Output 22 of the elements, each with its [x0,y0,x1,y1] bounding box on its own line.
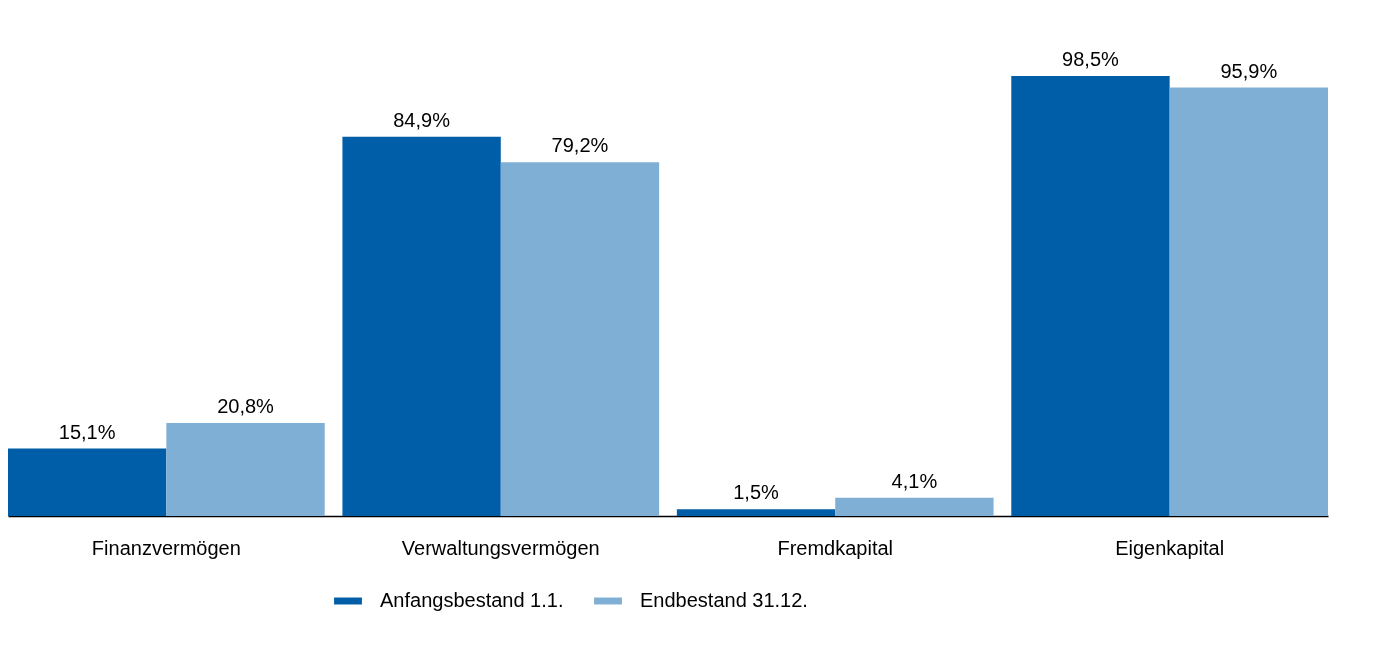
data-label: 84,9% [393,108,451,131]
bar [835,497,994,516]
x-tick-label: Verwaltungsvermögen [401,536,600,559]
data-label: 98,5% [1062,48,1120,70]
x-tick-label: Eigenkapital [1115,536,1225,559]
legend-label: Endbestand 31.12. [640,589,808,611]
x-tick-label: Fremdkapital [777,536,894,559]
data-label: 4,1% [891,469,938,492]
legend-label: Anfangsbestand 1.1. [380,589,564,611]
x-tick-label: Finanzvermögen [91,536,241,559]
bar [8,448,167,516]
bar [1169,87,1328,516]
bar [500,162,660,516]
data-label: 20,8% [217,395,275,418]
data-label: 95,9% [1220,59,1278,82]
data-label: 79,2% [551,134,609,157]
bar [1011,76,1170,516]
bar [676,509,836,516]
bar [342,136,501,516]
bar [166,423,325,516]
data-label: 1,5% [733,481,780,504]
data-label: 15,1% [58,420,116,443]
